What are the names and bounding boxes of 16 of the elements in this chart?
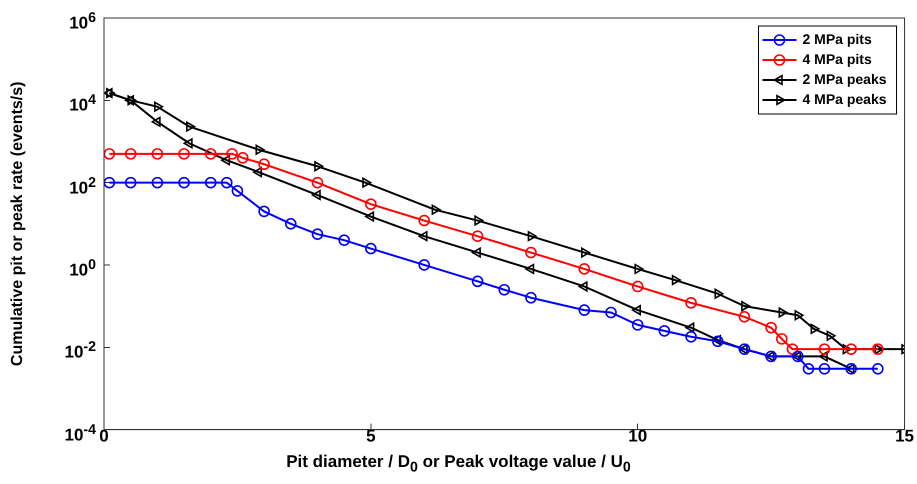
y-tick-label: 10$^{4}$: [68, 91, 96, 116]
x-tick-label: 10: [628, 426, 648, 446]
x-tick-label: 15: [895, 426, 914, 446]
y-tick-label: 10$^{-2}$: [63, 338, 96, 363]
x-tick-label: 0: [99, 426, 109, 446]
legend-label: 4 MPa peaks: [802, 90, 887, 107]
x-axis-title: Pit diameter / D$_{0}$ or Peak voltage value / U$_{0}$: [285, 452, 632, 476]
y-tick-label: 10$^{2}$: [68, 174, 96, 198]
legend-label: 2 MPa pits: [802, 30, 872, 47]
y-tick-label: 10$^{6}$: [68, 9, 96, 34]
x-tick-label: 5: [366, 426, 376, 446]
y-tick-label: 10$^{0}$: [68, 256, 96, 281]
legend-label: 2 MPa peaks: [802, 70, 887, 87]
y-tick-label: 10$^{-4}$: [63, 420, 96, 446]
y-axis-title: Cumulative pit or peak rate (events/s): [9, 82, 26, 366]
legend-label: 4 MPa pits: [802, 50, 872, 67]
